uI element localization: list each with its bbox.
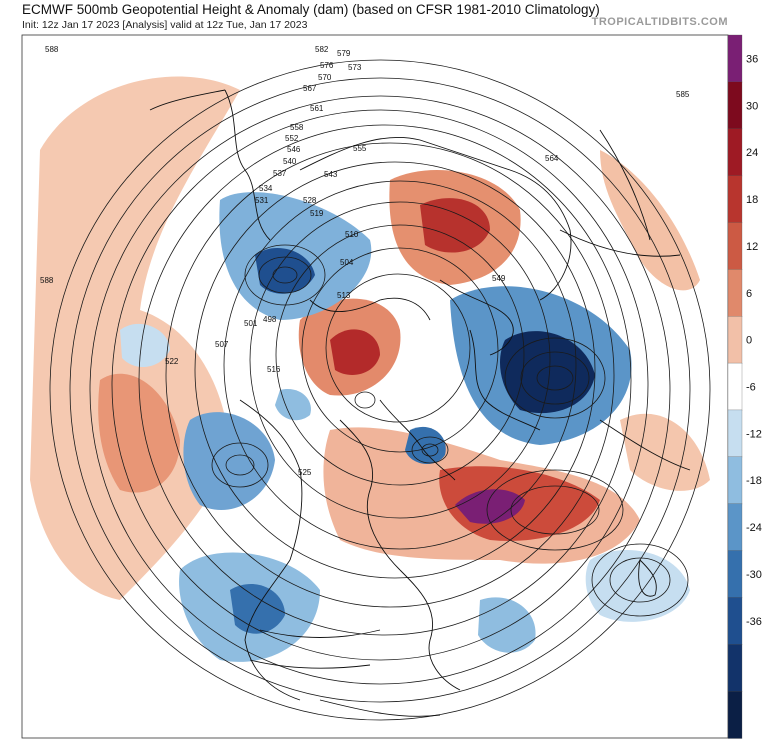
- colorbar-segment: [727, 550, 743, 599]
- colorbar-tick-label: -36: [746, 616, 762, 628]
- page-title: ECMWF 500mb Geopotential Height & Anomal…: [22, 2, 600, 17]
- colorbar-segment: [727, 316, 743, 364]
- anomaly-arctic-low: [120, 323, 170, 368]
- anomaly-fills: [30, 76, 710, 662]
- height-label: 567: [303, 84, 317, 93]
- colorbar-segment: [727, 175, 743, 224]
- height-label: 561: [310, 104, 324, 113]
- colorbar-segment: [727, 34, 743, 83]
- colorbar-tick-label: 30: [746, 100, 758, 112]
- anomaly-western-siberia-core: [255, 247, 315, 294]
- height-label: 564: [545, 154, 559, 163]
- height-label: 585: [676, 90, 690, 99]
- height-label: 501: [244, 319, 258, 328]
- colorbar-segment: [727, 128, 743, 177]
- coastlines: [149, 89, 691, 717]
- height-label: 531: [255, 196, 269, 205]
- height-label: 525: [298, 468, 312, 477]
- height-labels: 588 588 582 579 576 573 570 567 564 561 …: [40, 45, 690, 477]
- colorbar-tick-label: -18: [746, 475, 762, 487]
- height-label: 588: [40, 276, 54, 285]
- height-label: 555: [353, 144, 367, 153]
- colorbar-tick-label: -30: [746, 569, 762, 581]
- height-label: 582: [315, 45, 329, 54]
- anomaly-gulf-of-alaska: [183, 412, 275, 510]
- site-credit: TROPICALTIDBITS.COM: [591, 16, 728, 28]
- height-label: 498: [263, 315, 277, 324]
- height-label: 549: [492, 274, 506, 283]
- height-label: 516: [267, 365, 281, 374]
- height-label: 537: [273, 169, 287, 178]
- height-label: 504: [340, 258, 354, 267]
- height-label: 588: [45, 45, 59, 54]
- colorbar-tick-label: 12: [746, 241, 758, 253]
- page-subtitle: Init: 12z Jan 17 2023 [Analysis] valid a…: [22, 19, 308, 31]
- anomaly-western-us-core: [230, 584, 285, 634]
- height-label: 513: [337, 291, 351, 300]
- colorbar: 36 30 24 18 12 6 0 -6 -12 -18 -24 -30 -36: [727, 34, 762, 739]
- height-label: 573: [348, 63, 362, 72]
- colorbar-tick-label: -6: [746, 382, 756, 394]
- colorbar-segment: [727, 503, 743, 552]
- colorbar-segment: [727, 269, 743, 317]
- height-label: 543: [324, 170, 338, 179]
- anomaly-northern-canada-core: [330, 329, 380, 375]
- height-label: 507: [215, 340, 229, 349]
- colorbar-segment: [727, 456, 743, 505]
- height-label: 510: [345, 230, 359, 239]
- height-contours: [49, 59, 711, 721]
- anomaly-north-atlantic-small: [275, 389, 311, 421]
- colorbar-tick-label: 36: [746, 53, 758, 65]
- colorbar-tick-label: -12: [746, 428, 762, 440]
- colorbar-tick-label: -24: [746, 522, 762, 534]
- colorbar-tick-label: 18: [746, 194, 758, 206]
- anomaly-north-africa: [620, 413, 710, 491]
- height-label: 528: [303, 196, 317, 205]
- header: ECMWF 500mb Geopotential Height & Anomal…: [0, 0, 768, 34]
- height-label: 546: [287, 145, 301, 154]
- height-label: 519: [310, 209, 324, 218]
- height-label: 570: [318, 73, 332, 82]
- height-label: 579: [337, 49, 351, 58]
- height-label: 522: [165, 357, 179, 366]
- colorbar-tick-label: 24: [746, 147, 758, 159]
- colorbar-segment: [727, 597, 743, 645]
- anomaly-eastern-pacific-core: [98, 373, 180, 493]
- height-label: 540: [283, 157, 297, 166]
- colorbar-segment: [727, 81, 743, 130]
- colorbar-segment: [727, 362, 743, 411]
- colorbar-segment: [727, 644, 743, 692]
- anomaly-southeast-us: [478, 597, 536, 653]
- colorbar-segment: [727, 409, 743, 458]
- height-label: 552: [285, 134, 299, 143]
- colorbar-tick-label: 0: [746, 335, 752, 347]
- height-label: 576: [320, 61, 334, 70]
- anomaly-eastern-atlantic: [585, 550, 690, 622]
- colorbar-segment: [727, 690, 743, 739]
- height-label: 534: [259, 184, 273, 193]
- height-label: 558: [290, 123, 304, 132]
- anomaly-siberia-core: [420, 198, 490, 253]
- colorbar-tick-label: 6: [746, 288, 752, 300]
- colorbar-segment: [727, 222, 743, 270]
